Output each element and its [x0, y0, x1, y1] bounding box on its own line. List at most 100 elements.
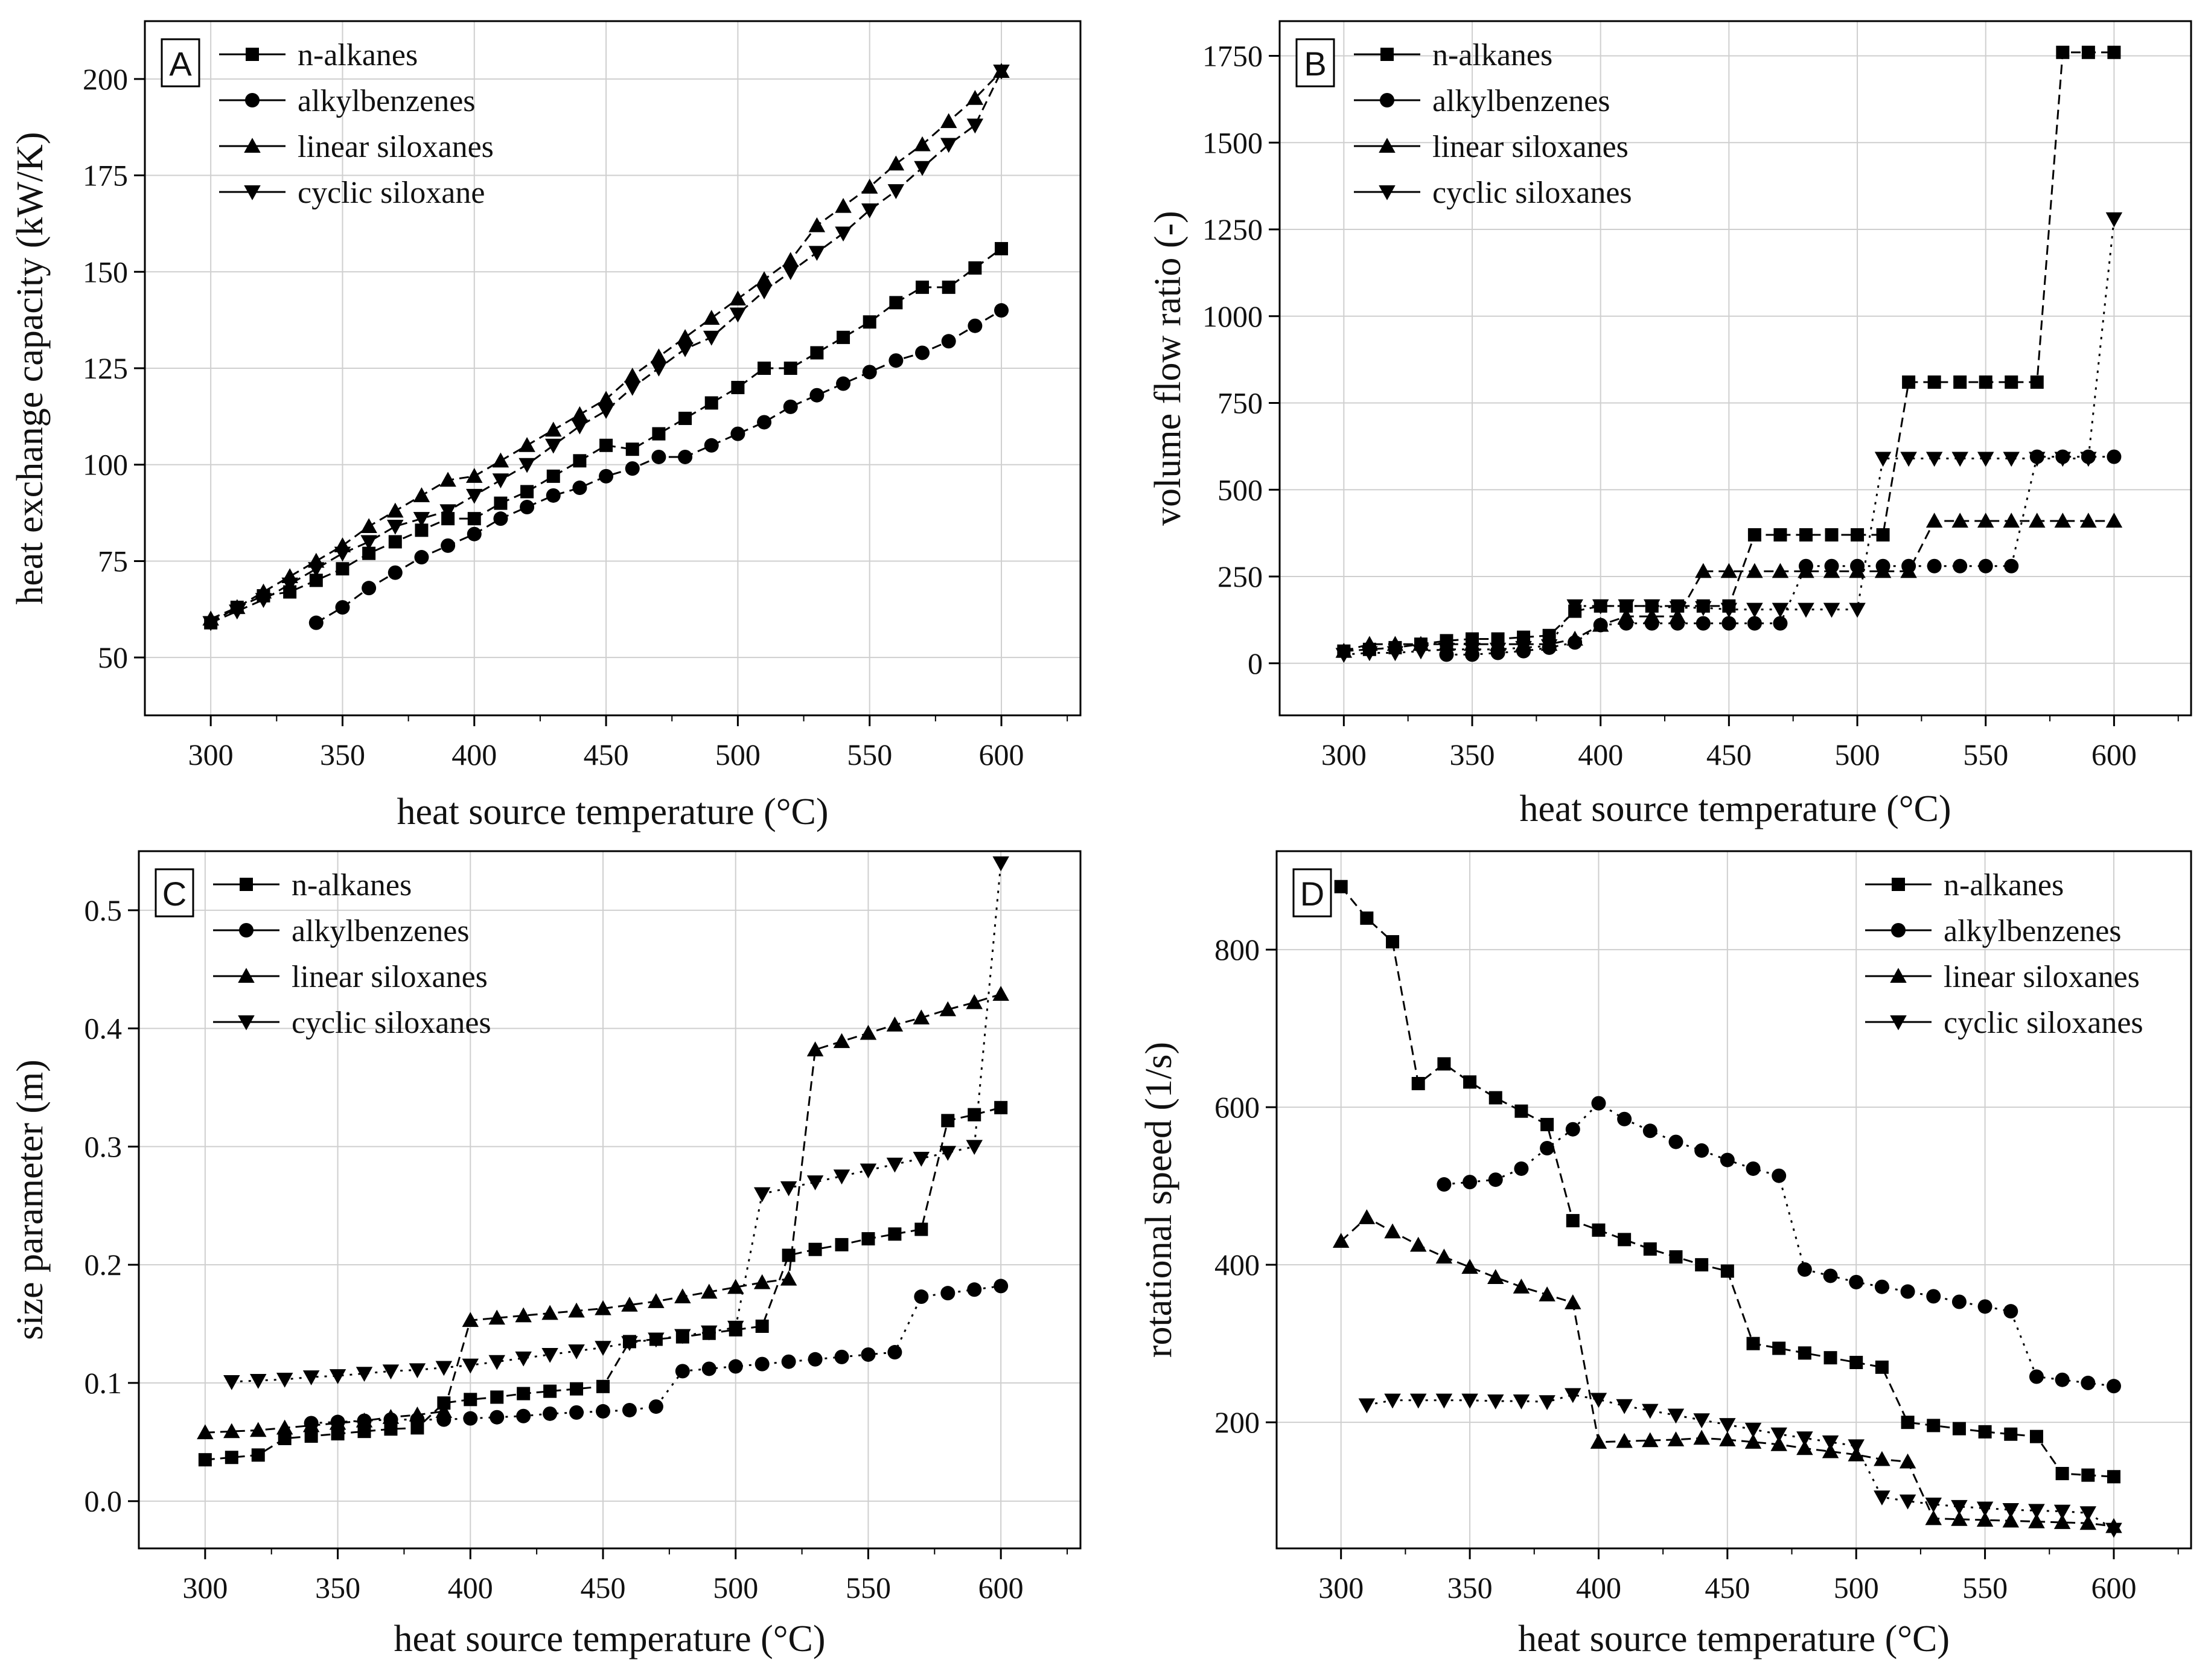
data-point [727, 1320, 744, 1336]
data-point [490, 1390, 504, 1404]
plot-frame [1275, 850, 2192, 1550]
data-point [1823, 602, 1840, 618]
legend-label: cyclic siloxanes [292, 1006, 491, 1040]
legend-marker [1891, 923, 1906, 937]
data-point [493, 511, 508, 526]
x-tick-label: 300 [188, 738, 234, 771]
data-point [1796, 1440, 1813, 1455]
data-point [2080, 513, 2097, 528]
data-point [1616, 1432, 1633, 1448]
data-point [462, 1358, 479, 1374]
data-point [1799, 528, 1813, 541]
data-point [730, 426, 745, 441]
data-point [992, 856, 1009, 872]
data-point [229, 604, 246, 620]
y-tick-label: 500 [1217, 473, 1263, 506]
data-point [595, 1341, 611, 1356]
data-point [1695, 1258, 1709, 1272]
data-point [1952, 1422, 1966, 1436]
legend-marker [246, 48, 259, 61]
data-point [755, 1319, 769, 1333]
data-point [1590, 1393, 1607, 1408]
x-tick-label: 450 [581, 1571, 626, 1605]
data-point [356, 1367, 373, 1382]
data-point [356, 1412, 373, 1428]
data-point [994, 1100, 1008, 1114]
data-point [1797, 1262, 1812, 1277]
y-tick-label: 400 [1214, 1248, 1260, 1282]
data-point [624, 380, 641, 396]
data-point [441, 538, 456, 553]
data-point [276, 1419, 293, 1435]
series-n-alkanes [1334, 880, 2120, 1484]
data-point [1926, 1289, 1941, 1304]
data-point [517, 1387, 531, 1401]
data-point [309, 573, 323, 587]
series-line [1367, 1393, 2114, 1530]
data-point [1384, 1393, 1401, 1409]
data-point [1488, 1091, 1502, 1105]
panel-label-box [155, 868, 194, 918]
data-point [941, 334, 956, 349]
data-point [2079, 1506, 2097, 1522]
data-point [995, 241, 1009, 255]
data-point [2105, 212, 2123, 228]
x-tick-label: 400 [1576, 1571, 1621, 1605]
x-tick-label: 550 [847, 738, 892, 771]
data-point [415, 523, 429, 537]
panel-label-box [161, 38, 200, 88]
panel-label: A [169, 45, 192, 83]
data-point [1566, 630, 1583, 646]
data-point [1951, 1294, 1967, 1309]
data-point [1463, 1175, 1478, 1190]
data-point [1849, 602, 1866, 618]
data-point [704, 396, 718, 410]
data-point [1515, 640, 1532, 656]
legend-label: alkylbenzenes [1944, 914, 2122, 948]
data-point [782, 1248, 796, 1262]
data-point [541, 1347, 558, 1363]
data-point [598, 404, 614, 420]
series-line [231, 863, 1002, 1383]
legend-marker [238, 968, 255, 983]
data-point [1976, 1512, 1994, 1527]
data-point [541, 1305, 558, 1320]
data-point [1796, 1431, 1813, 1447]
x-tick-label: 500 [713, 1571, 758, 1605]
data-point [388, 535, 402, 549]
data-point [302, 1417, 320, 1432]
data-point [1618, 1233, 1632, 1247]
data-point [1360, 911, 1374, 925]
data-point [782, 265, 799, 281]
data-point [1951, 1500, 1968, 1515]
series-cyclic-siloxane [202, 65, 1010, 631]
data-point [2029, 1429, 2043, 1443]
legend-marker [1379, 138, 1396, 153]
data-point [515, 1351, 532, 1367]
data-point [806, 1175, 824, 1190]
data-point [1668, 1134, 1683, 1149]
data-point [1412, 644, 1429, 660]
data-point [941, 1114, 955, 1128]
data-point [1848, 1439, 1865, 1455]
data-point [2004, 1427, 2018, 1441]
data-point [1927, 558, 1942, 573]
data-point [2053, 1514, 2071, 1529]
data-point [2105, 513, 2123, 528]
data-point [1642, 1432, 1659, 1448]
data-point [808, 246, 826, 261]
data-point [753, 1187, 771, 1203]
data-point [1642, 1123, 1657, 1139]
data-point [304, 1429, 318, 1443]
data-point [1876, 528, 1890, 541]
plot-frame [138, 850, 1082, 1550]
data-point [1720, 1264, 1734, 1278]
data-point [1744, 1422, 1762, 1438]
data-point [1901, 1416, 1915, 1429]
data-point [731, 380, 745, 394]
data-point [571, 419, 589, 435]
panel-c: 300 350 400 450 500 550 600 0.0 0.1 0.2 0.3 0.4 0.5 h… [10, 850, 1082, 1659]
data-point [197, 1424, 214, 1440]
data-point [1902, 375, 1916, 389]
data-point [1773, 616, 1788, 631]
